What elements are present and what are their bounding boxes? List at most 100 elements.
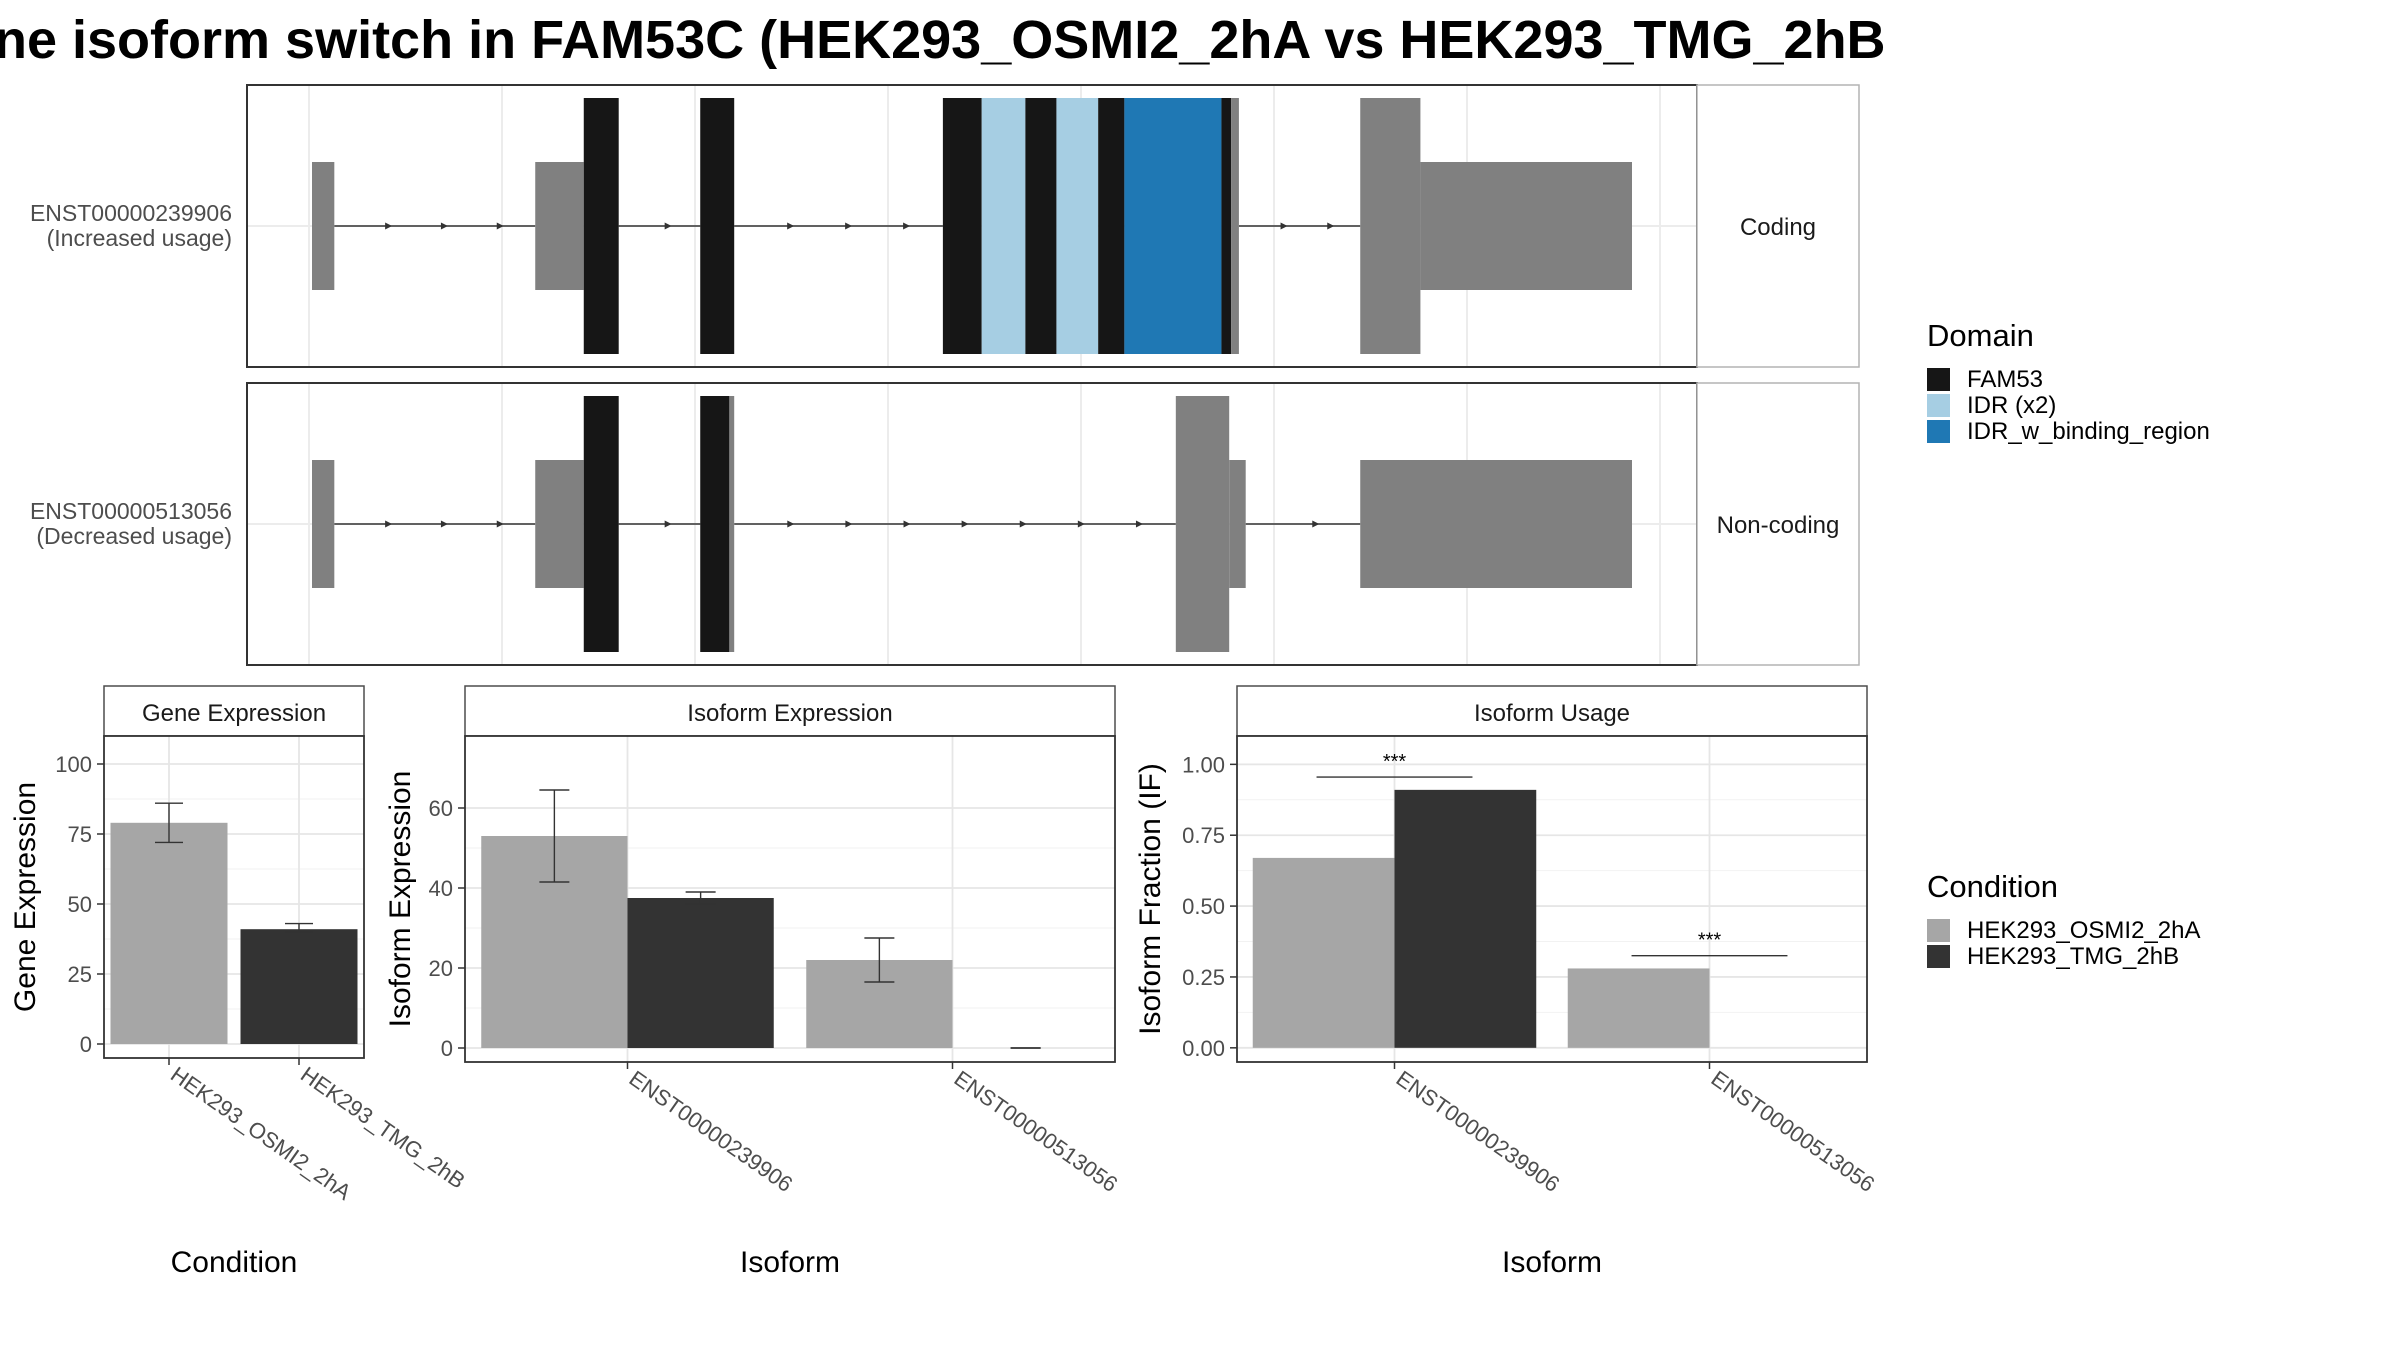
y-tick-label: 40 [429, 876, 453, 901]
chart-title: Gene Expression [142, 700, 326, 727]
intron-arrow [845, 222, 853, 230]
intron-arrow [1019, 520, 1027, 528]
intron-arrow [1312, 520, 1320, 528]
exon-utr [312, 162, 335, 290]
y-tick-label: 0 [80, 1032, 92, 1057]
condition-legend-label: HEK293_TMG_2hB [1967, 943, 2179, 970]
y-tick-label: 20 [429, 956, 453, 981]
y-tick-label: 1.00 [1182, 752, 1225, 777]
plot-border [1236, 735, 1868, 1063]
strip-label: Non-coding [1717, 512, 1840, 539]
condition-legend-label: HEK293_OSMI2_2hA [1967, 917, 2200, 944]
intron-arrow [1280, 222, 1288, 230]
intron-arrow [903, 222, 911, 230]
x-tick-label: ENST00000513056 [950, 1066, 1123, 1197]
chart-title: Isoform Expression [687, 700, 892, 727]
intron-arrow [385, 222, 393, 230]
exon-fam53 [583, 98, 619, 354]
condition-legend-key [1927, 945, 1950, 968]
y-tick-label: 0.75 [1182, 823, 1225, 848]
isoform-label: ENST00000513056 [30, 498, 232, 524]
exon-fam53 [1025, 98, 1057, 354]
y-tick-label: 25 [68, 962, 92, 987]
intron-arrow [385, 520, 393, 528]
y-tick-label: 50 [68, 892, 92, 917]
exon-utr [312, 460, 335, 588]
y-tick-label: 100 [55, 752, 92, 777]
y-axis-title: Isoform Fraction (IF) [1134, 763, 1167, 1035]
intron-arrow [664, 222, 672, 230]
bar [1567, 968, 1710, 1048]
x-axis-title: Isoform [1502, 1246, 1602, 1279]
chart-isoform-expression: Isoform Expression 0 20 40 60 ENST00000239906… [384, 685, 1123, 1279]
exon-utr-thin [1231, 98, 1239, 354]
exon-utr-tall [1175, 396, 1230, 652]
intron-arrow [496, 520, 504, 528]
bar [240, 929, 358, 1044]
intron-arrow [440, 520, 448, 528]
chart-isoform-usage: Isoform Usage 0.00 0.25 0.50 0.75 1.00 ENST000… [1134, 685, 1880, 1279]
chart-strip [103, 685, 365, 737]
x-axis-title: Isoform [740, 1246, 840, 1279]
isoform-track-ENST00000513056: Non-coding ENST00000513056(Decreased usag… [30, 382, 1860, 666]
exon-fam53 [942, 98, 982, 354]
exon-fam53 [1098, 98, 1125, 354]
bar [627, 898, 774, 1048]
exon-idr-x2- [981, 98, 1026, 354]
plot-border [464, 735, 1116, 1063]
exon-utr [1360, 460, 1632, 588]
y-tick-label: 0.50 [1182, 894, 1225, 919]
significance-label: *** [1383, 751, 1407, 773]
domain-legend-label: IDR_w_binding_region [1967, 418, 2210, 445]
strip-label: Coding [1740, 214, 1816, 241]
x-axis-title: Condition [171, 1246, 298, 1279]
intron-arrow [1327, 222, 1335, 230]
exon-utr [1420, 162, 1632, 290]
exon-fam53-utr-tall [1360, 98, 1421, 354]
chart-gene-expression: Gene Expression0255075100HEK293_OSMI2_2h… [9, 685, 470, 1279]
intron-arrow [1077, 520, 1085, 528]
x-tick-label: ENST00000513056 [1707, 1066, 1880, 1197]
figure-title: ne isoform switch in FAM53C (HEK293_OSMI… [0, 10, 1886, 70]
y-axis-title: Isoform Expression [384, 771, 417, 1028]
exon-utr [1229, 460, 1246, 588]
chart-strip [1236, 685, 1868, 737]
y-tick-label: 75 [68, 822, 92, 847]
exon-fam53 [700, 396, 730, 652]
chart-title: Isoform Usage [1474, 700, 1630, 727]
exon-fam53 [1221, 98, 1232, 354]
bar [110, 822, 228, 1044]
intron-arrow [787, 520, 795, 528]
plot-border [103, 735, 365, 1059]
y-axis-title: Gene Expression [9, 782, 42, 1012]
exon-utr [535, 162, 584, 290]
bar [1394, 789, 1537, 1048]
chart-strip [464, 685, 1116, 737]
intron-arrow [440, 222, 448, 230]
condition-legend-key [1927, 919, 1950, 942]
strip-box [1696, 84, 1860, 368]
x-tick-label: ENST00000239906 [625, 1066, 798, 1197]
y-tick-label: 0.00 [1182, 1036, 1225, 1061]
intron-arrow [1135, 520, 1143, 528]
exon-utr [535, 460, 584, 588]
y-tick-label: 0 [441, 1036, 453, 1061]
x-tick-label: ENST00000239906 [1392, 1066, 1565, 1197]
exon-idr-w-binding-region [1124, 98, 1222, 354]
isoform-track-ENST00000239906: Coding ENST00000239906(Increased usage) [30, 84, 1860, 368]
domain-legend-label: FAM53 [1967, 366, 2043, 393]
exon-fam53 [583, 396, 619, 652]
condition-legend-title: Condition [1927, 869, 2058, 904]
domain-legend-key [1927, 420, 1950, 443]
domain-legend-label: IDR (x2) [1967, 392, 2056, 419]
isoform-usage-label: (Increased usage) [47, 225, 232, 251]
isoform-usage-label: (Decreased usage) [36, 523, 232, 549]
domain-legend-key [1927, 394, 1950, 417]
y-tick-label: 0.25 [1182, 965, 1225, 990]
exon-idr-x2- [1056, 98, 1099, 354]
